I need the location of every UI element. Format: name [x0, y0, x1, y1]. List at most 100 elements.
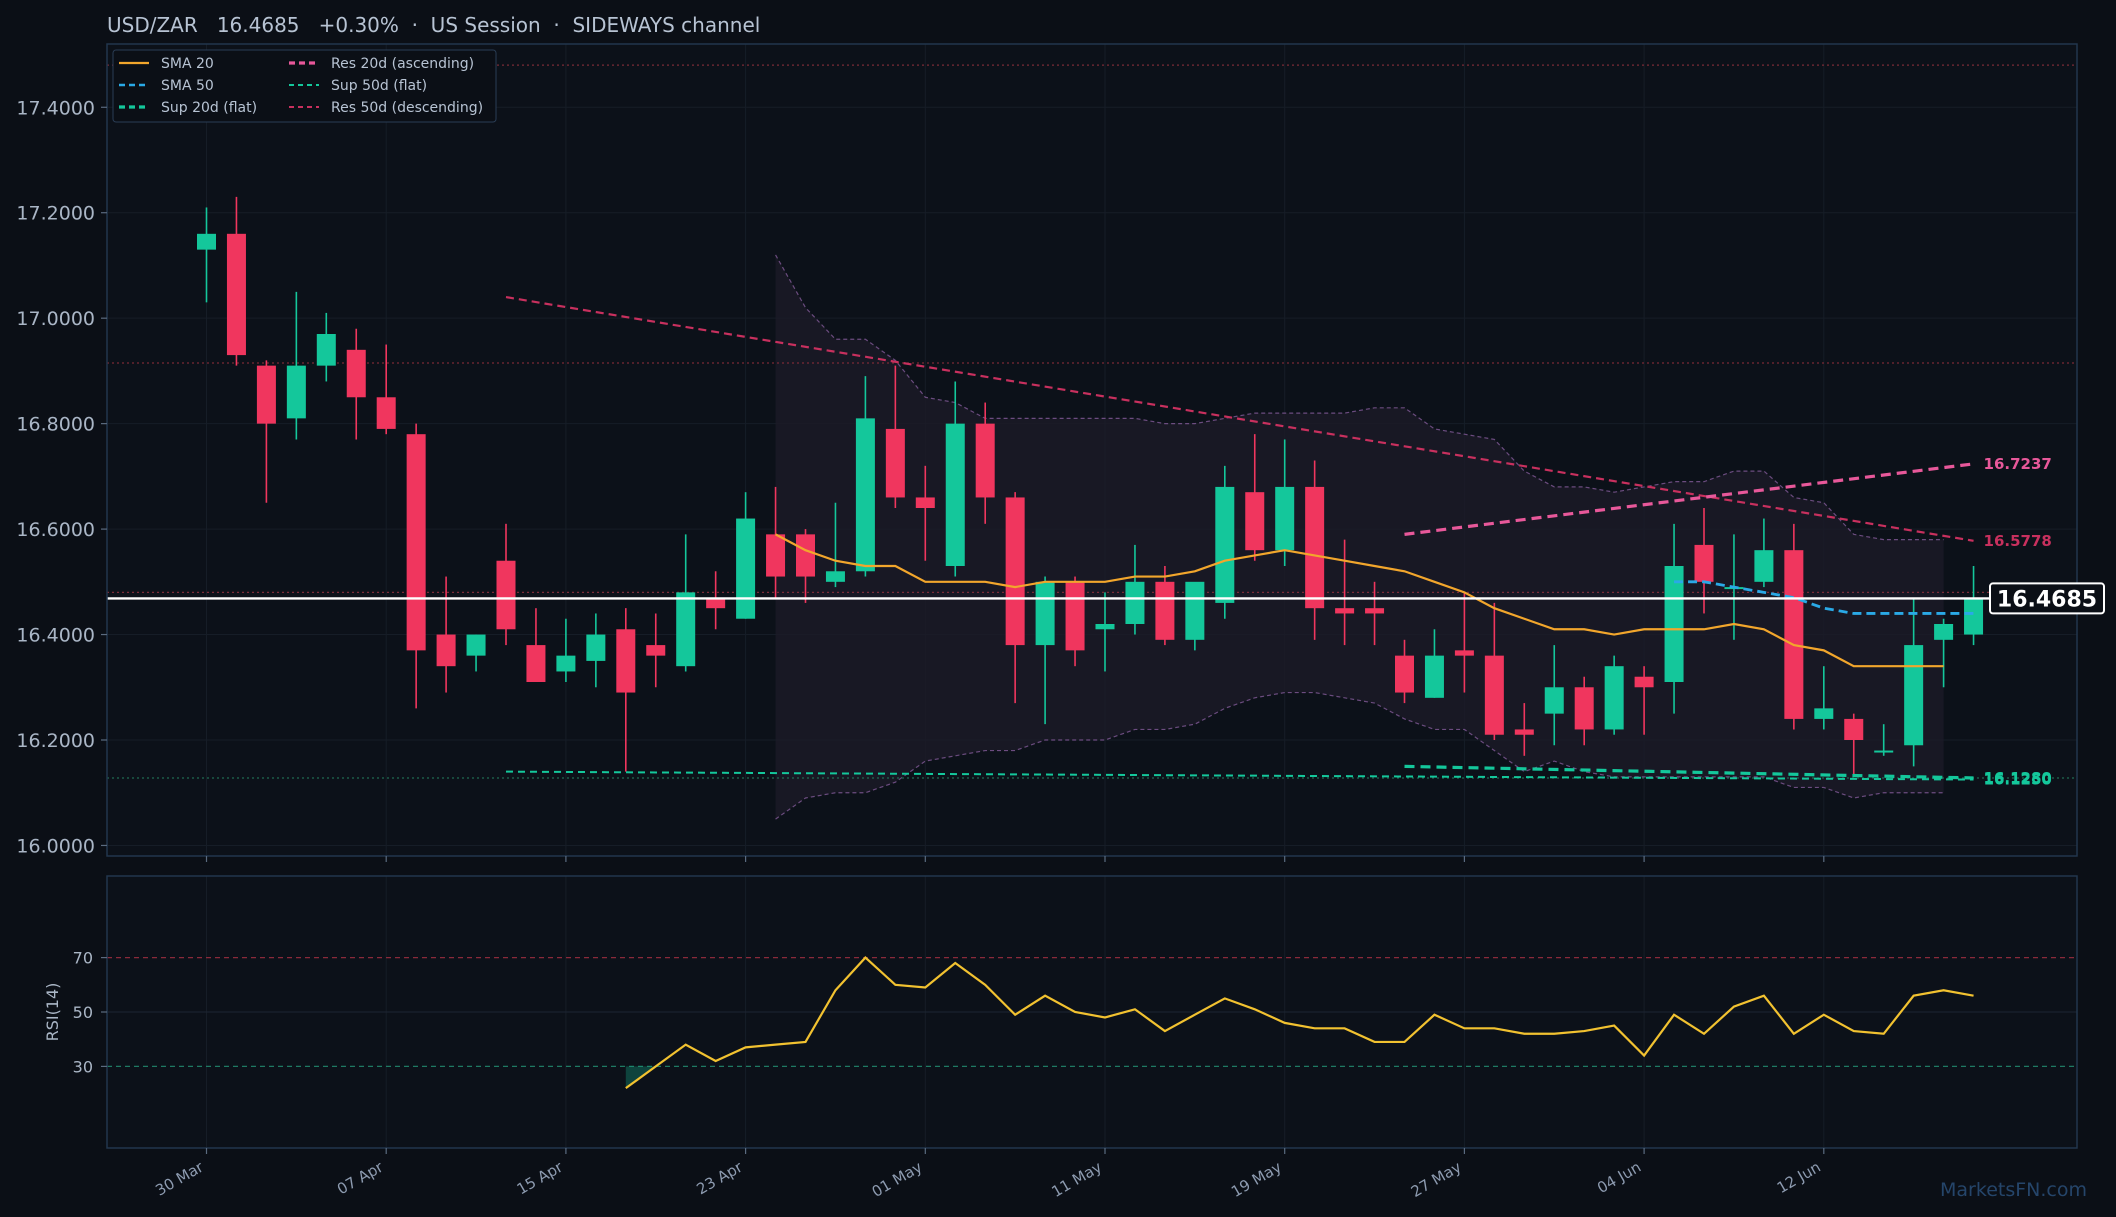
- candle-body: [1005, 497, 1025, 646]
- candle-body: [1874, 750, 1894, 753]
- candle-39: [1365, 581, 1385, 646]
- rsi-axis-label: RSI(14): [43, 983, 62, 1042]
- legend-label-2: Sup 20d (flat): [161, 100, 257, 116]
- candle-body: [885, 428, 905, 498]
- trendline-label-2: 16.7237: [1984, 455, 2052, 473]
- rsi-panel: 30 50 70 RSI(14): [43, 875, 2078, 1149]
- candle-body: [1904, 645, 1924, 746]
- y-tick-label-2: 16.4000: [16, 625, 95, 647]
- candle-body: [1934, 624, 1954, 640]
- candle-body: [1814, 708, 1834, 719]
- candle-58: [1934, 618, 1954, 688]
- candle-59: [1964, 566, 1984, 646]
- candle-22: [855, 376, 875, 577]
- y-tick-label-3: 16.6000: [16, 519, 95, 541]
- legend-label-1: SMA 50: [161, 78, 214, 94]
- candle-body: [226, 233, 246, 356]
- y-tick-label-7: 17.4000: [16, 97, 95, 119]
- candle-body: [1065, 581, 1085, 651]
- y-tick-label-1: 16.2000: [16, 730, 95, 752]
- candle-50: [1694, 508, 1714, 614]
- candle-56: [1874, 724, 1894, 756]
- candle-24: [915, 465, 935, 561]
- price-y-axis: 16.0000 16.2000 16.4000 16.6000 16.8000 17.00…: [16, 97, 107, 857]
- rsi-tick-label-2: 70: [73, 949, 93, 968]
- rsi-lines: [625, 956, 1974, 1090]
- candles: [197, 196, 1984, 777]
- candle-body: [1784, 550, 1804, 719]
- candle-19: [766, 486, 786, 598]
- candle-21: [825, 502, 845, 588]
- candle-body: [1215, 486, 1235, 603]
- y-tick-label-0: 16.0000: [16, 835, 95, 857]
- sma20-line: [775, 533, 1944, 668]
- candle-45: [1544, 645, 1564, 746]
- candle-body: [825, 571, 845, 582]
- candle-13: [586, 613, 606, 688]
- candle-body: [1544, 687, 1564, 714]
- candle-55: [1844, 713, 1864, 777]
- candle-body: [526, 645, 546, 682]
- candle-body: [1155, 581, 1175, 640]
- legend-label-4: Sup 50d (flat): [331, 78, 427, 94]
- price-panel: 16.5778 16.1250 16.7237 16.1280 16.0000 16.2…: [16, 43, 2105, 857]
- rsi-grid: [107, 876, 2077, 1148]
- candle-34: [1215, 465, 1235, 619]
- candle-9: [466, 634, 486, 672]
- trendline-label-0: 16.5778: [1984, 532, 2052, 550]
- chart-title: USD/ZAR 16.4685 +0.30% · US Session · SI…: [107, 13, 760, 37]
- candle-53: [1784, 523, 1804, 730]
- rsi-tick-label-0: 30: [73, 1057, 93, 1076]
- candle-7: [406, 423, 426, 709]
- candle-38: [1335, 539, 1355, 646]
- candle-12: [556, 618, 576, 682]
- candle-body: [197, 233, 216, 250]
- candle-body: [1095, 624, 1115, 630]
- candle-49: [1664, 523, 1684, 714]
- candle-5: [346, 328, 366, 440]
- candle-6: [376, 344, 396, 435]
- candle-37: [1305, 460, 1325, 640]
- candle-26: [975, 402, 995, 524]
- candle-body: [1694, 544, 1714, 582]
- candle-46: [1574, 676, 1594, 746]
- candle-body: [316, 334, 336, 366]
- rsi-line: [625, 956, 1974, 1090]
- candle-8: [436, 576, 456, 693]
- candle-body: [1484, 655, 1504, 735]
- candle-4: [316, 312, 336, 382]
- candle-57: [1904, 597, 1924, 767]
- candle-body: [1964, 597, 1984, 635]
- candle-body: [496, 560, 516, 630]
- candle-16: [676, 534, 696, 672]
- candle-body: [975, 423, 995, 498]
- candle-0: [197, 207, 216, 303]
- candle-body: [1424, 655, 1444, 698]
- candle-body: [1035, 581, 1055, 646]
- candle-47: [1604, 655, 1624, 735]
- candle-3: [286, 291, 306, 440]
- candle-body: [1574, 687, 1594, 730]
- candle-1: [226, 196, 246, 366]
- candle-body: [855, 418, 875, 572]
- candle-body: [1844, 718, 1864, 740]
- trendline-label-1: 16.1250: [1984, 771, 2052, 789]
- candle-body: [796, 534, 815, 577]
- candle-body: [346, 349, 366, 398]
- y-tick-label-6: 17.2000: [16, 203, 95, 225]
- candle-44: [1514, 703, 1534, 756]
- candle-41: [1424, 629, 1444, 698]
- candle-body: [1514, 729, 1534, 735]
- y-tick-label-5: 17.0000: [16, 308, 95, 330]
- y-tick-label-4: 16.8000: [16, 414, 95, 436]
- legend-box: [112, 49, 497, 123]
- candle-11: [526, 608, 546, 682]
- trendline-labels: 16.5778 16.1250 16.7237 16.1280: [1984, 455, 2052, 789]
- candle-14: [616, 608, 636, 772]
- candle-body: [286, 365, 306, 419]
- candle-52: [1754, 518, 1774, 588]
- candle-31: [1125, 544, 1145, 635]
- candle-body: [1125, 581, 1145, 624]
- candle-42: [1454, 592, 1474, 693]
- candle-body: [1365, 608, 1385, 614]
